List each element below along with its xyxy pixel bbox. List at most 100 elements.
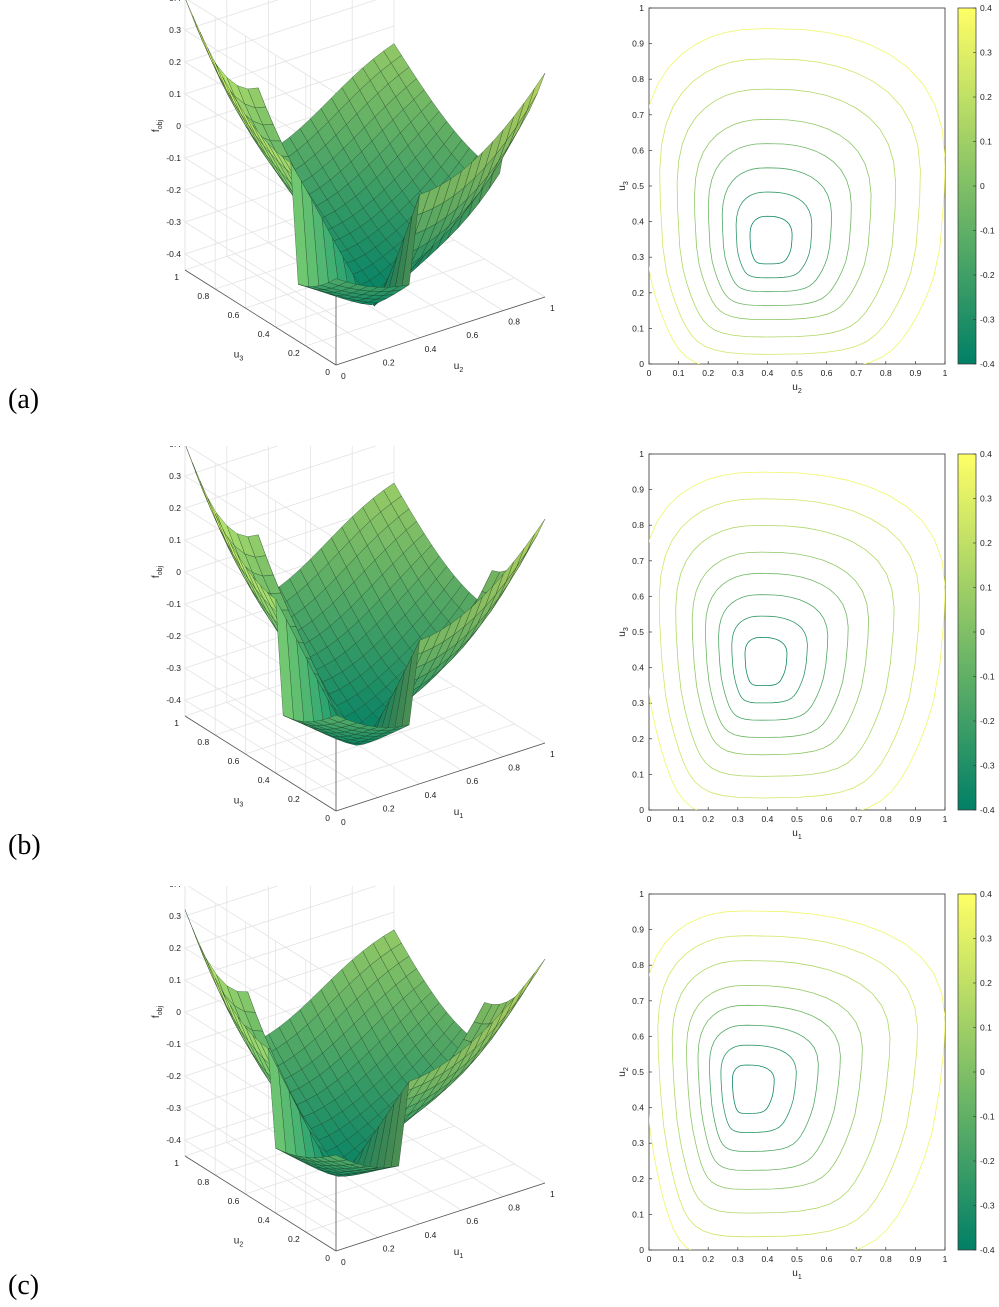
x-tick-label: 0.9 [909,814,921,824]
svg-text:u1: u1 [792,828,802,841]
y-axis-label: u3 [617,181,630,191]
x-tick-label: 0.2 [702,814,714,824]
x-tick-label: 0 [647,368,652,378]
svg-text:fobj: fobj [151,565,164,578]
y-tick-label: 0.1 [632,769,644,779]
y-tick-label: 0 [325,367,330,377]
y-tick-label: 0.4 [258,775,270,785]
x-tick-label: 0.2 [702,368,714,378]
y-tick-label: 0.3 [632,1138,644,1148]
colorbar-tick-label: 0 [980,181,985,191]
y-tick-label: 0.8 [197,737,209,747]
z-tick-label: -0.2 [166,1071,181,1081]
x-tick-label: 0.4 [761,368,773,378]
x-tick-label: 1 [550,749,555,759]
y-tick-label: 0.8 [632,520,644,530]
svg-text:u3: u3 [617,627,630,637]
z-tick-label: 0.1 [169,975,181,985]
z-tick-label: -0.3 [166,1103,181,1113]
z-tick-label: 0.3 [169,471,181,481]
colorbar-tick-label: 0.2 [980,978,992,988]
x-tick-label: 0.3 [732,368,744,378]
x-tick-label: 0.4 [425,344,437,354]
y-tick-label: 0.4 [632,663,644,673]
x-tick-label: 0.2 [383,803,395,813]
z-tick-label: 0.1 [169,535,181,545]
y-tick-label: 1 [174,1158,179,1168]
svg-text:u3: u3 [617,181,630,191]
y-tick-label: 0.4 [632,217,644,227]
y-tick-label: 0 [639,359,644,369]
x-tick-label: 0.3 [732,814,744,824]
x-axis-label: u2 [792,382,802,395]
x-tick-label: 0.4 [425,790,437,800]
y-tick-label: 1 [639,889,644,899]
x-tick-label: 0.8 [508,317,520,327]
x-axis-label: u1 [792,1268,802,1281]
y-tick-label: 0.9 [632,485,644,495]
y-tick-label: 0.5 [632,627,644,637]
y-tick-label: 0.8 [632,74,644,84]
x-tick-label: 0.5 [791,814,803,824]
z-tick-label: -0.4 [166,249,181,259]
x-tick-label: 0 [647,814,652,824]
x-tick-label: 0.6 [821,368,833,378]
y-tick-label: 0.3 [632,698,644,708]
colorbar-tick-label: -0.2 [980,270,995,280]
y-tick-label: 0.3 [632,252,644,262]
colorbar-tick-label: 0.1 [980,583,992,593]
y-tick-label: 0 [325,1253,330,1263]
svg-text:u1: u1 [792,1268,802,1281]
y-tick-label: 0.4 [258,1215,270,1225]
svg-text:u3: u3 [234,796,244,809]
y-tick-label: 0.9 [632,39,644,49]
y-tick-label: 0.8 [197,1177,209,1187]
z-tick-label: 0.2 [169,943,181,953]
svg-text:u2: u2 [234,1236,244,1249]
x-tick-label: 0.4 [761,814,773,824]
z-tick-label: -0.3 [166,663,181,673]
z-tick-label: -0.2 [166,185,181,195]
x-tick-label: 0.8 [880,814,892,824]
y-tick-label: 0.6 [632,145,644,155]
z-axis-label: fobj [151,119,164,132]
y-tick-label: 0 [639,805,644,815]
x-axis-label: u1 [454,1247,464,1260]
y-tick-label: 0.6 [228,310,240,320]
x-tick-label: 1 [943,814,948,824]
colorbar-tick-label: 0 [980,1067,985,1077]
x-tick-label: 0.6 [821,814,833,824]
x-tick-label: 0.2 [702,1254,714,1264]
x-tick-label: 0.6 [821,1254,833,1264]
z-tick-label: 0 [176,121,181,131]
x-axis-label: u1 [454,807,464,820]
y-tick-label: 0.1 [632,1209,644,1219]
colorbar-tick-label: 0.2 [980,92,992,102]
x-tick-label: 0 [341,371,346,381]
colorbar-tick-label: -0.4 [980,359,995,369]
y-axis-label: u3 [617,627,630,637]
x-axis-label: u1 [792,828,802,841]
x-tick-label: 0.8 [508,763,520,773]
x-axis-label: u2 [454,361,464,374]
colorbar-tick-label: -0.2 [980,1156,995,1166]
y-tick-label: 0 [639,1245,644,1255]
x-tick-label: 0.7 [850,368,862,378]
x-tick-label: 0.7 [850,1254,862,1264]
z-tick-label: 0.2 [169,57,181,67]
y-axis-label: u3 [234,350,244,363]
colorbar-tick-label: 0.1 [980,1023,992,1033]
x-tick-label: 0.2 [383,1243,395,1253]
colorbar-tick-label: 0.2 [980,538,992,548]
surface-plot-a: -0.4-0.3-0.2-0.100.10.20.30.400.20.40.60… [150,0,570,400]
z-axis-label: fobj [151,1005,164,1018]
y-tick-label: 0.2 [632,734,644,744]
z-tick-label: -0.4 [166,1135,181,1145]
z-tick-label: -0.3 [166,217,181,227]
panel-label: (b) [8,830,41,862]
x-tick-label: 0.7 [850,814,862,824]
x-tick-label: 1 [550,1189,555,1199]
z-tick-label: 0.4 [169,0,181,3]
colorbar-tick-label: -0.4 [980,805,995,815]
